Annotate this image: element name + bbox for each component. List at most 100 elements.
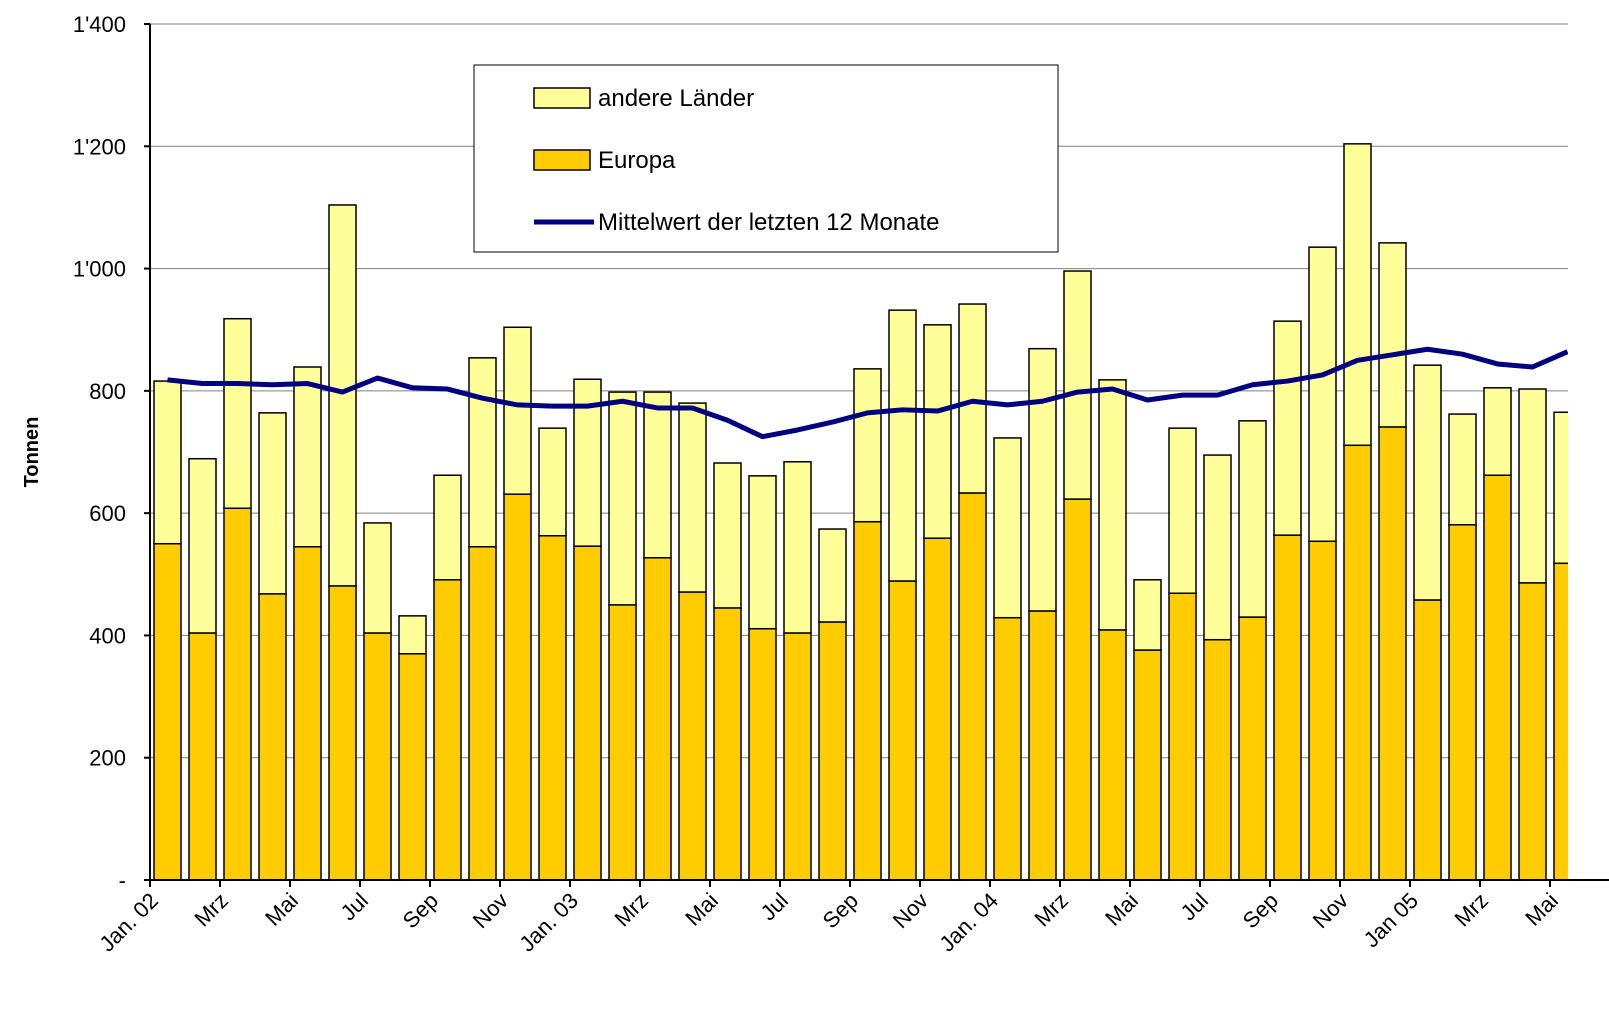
bar bbox=[853, 368, 882, 523]
bar bbox=[643, 391, 672, 559]
bar bbox=[1448, 413, 1477, 526]
bar bbox=[818, 621, 847, 881]
bar bbox=[1308, 246, 1337, 543]
bar bbox=[1483, 474, 1512, 881]
bar bbox=[363, 522, 392, 634]
bar bbox=[713, 462, 742, 609]
bar bbox=[818, 528, 847, 623]
bar bbox=[1133, 649, 1162, 881]
bar bbox=[153, 380, 182, 545]
x-tick-label: Jul bbox=[1175, 888, 1213, 926]
x-tick-label: Sep bbox=[1238, 888, 1283, 933]
bar bbox=[328, 204, 357, 587]
bar bbox=[1413, 599, 1442, 881]
bar bbox=[538, 535, 567, 881]
bar bbox=[1343, 143, 1372, 447]
bar bbox=[1448, 524, 1477, 881]
x-tick-label: Mai bbox=[680, 888, 723, 931]
bar bbox=[713, 607, 742, 881]
bar bbox=[433, 474, 462, 581]
x-tick-label: Mrz bbox=[609, 888, 653, 932]
bar bbox=[1063, 498, 1092, 881]
bar bbox=[923, 537, 952, 881]
bar bbox=[1308, 540, 1337, 881]
x-tick-label: Sep bbox=[818, 888, 863, 933]
bar bbox=[1553, 562, 1568, 881]
bar bbox=[1553, 411, 1568, 565]
bar bbox=[1273, 320, 1302, 536]
bar bbox=[1343, 444, 1372, 881]
bar bbox=[1238, 616, 1267, 881]
bar bbox=[363, 632, 392, 881]
x-tick-label: Mrz bbox=[1449, 888, 1493, 932]
bar bbox=[433, 579, 462, 881]
bar bbox=[398, 615, 427, 655]
x-tick-label: Sep bbox=[398, 888, 443, 933]
x-tick-label: Mrz bbox=[1029, 888, 1073, 932]
x-tick-label: Nov bbox=[468, 888, 513, 933]
legend-label: Mittelwert der letzten 12 Monate bbox=[598, 209, 940, 236]
bar bbox=[958, 492, 987, 881]
bar bbox=[293, 546, 322, 881]
bar bbox=[783, 461, 812, 634]
bar bbox=[608, 391, 637, 606]
bar bbox=[1133, 579, 1162, 651]
x-tick-label: Nov bbox=[888, 888, 933, 933]
bar bbox=[1063, 270, 1092, 500]
bar bbox=[1238, 420, 1267, 618]
bar bbox=[993, 437, 1022, 619]
y-tick-label: - bbox=[119, 868, 126, 893]
bar bbox=[1203, 638, 1232, 881]
bar bbox=[888, 309, 917, 582]
legend-label: Europa bbox=[598, 147, 676, 174]
bar bbox=[1518, 388, 1547, 584]
bar bbox=[678, 402, 707, 593]
bar bbox=[1378, 242, 1407, 428]
bar bbox=[1168, 592, 1197, 881]
bar bbox=[678, 591, 707, 881]
y-tick-label: 200 bbox=[89, 746, 126, 771]
bar bbox=[573, 545, 602, 881]
bar bbox=[748, 627, 777, 881]
x-tick-label: Mai bbox=[1520, 888, 1563, 931]
bar bbox=[1378, 426, 1407, 881]
bar bbox=[1098, 629, 1127, 881]
bar bbox=[188, 457, 217, 634]
bar bbox=[1028, 610, 1057, 881]
bar bbox=[1098, 379, 1127, 631]
y-tick-label: 800 bbox=[89, 379, 126, 404]
bar bbox=[258, 593, 287, 881]
bar bbox=[608, 604, 637, 881]
bar bbox=[328, 585, 357, 881]
x-tick-label: Jan. 04 bbox=[934, 888, 1003, 957]
x-tick-label: Mrz bbox=[189, 888, 233, 932]
bar bbox=[923, 324, 952, 539]
bar bbox=[783, 632, 812, 881]
bar bbox=[503, 493, 532, 881]
bar bbox=[993, 616, 1022, 881]
bar bbox=[1028, 347, 1057, 612]
y-tick-label: 600 bbox=[89, 501, 126, 526]
bar bbox=[958, 303, 987, 494]
legend-swatch bbox=[533, 87, 591, 109]
x-tick-label: Jan 05 bbox=[1359, 888, 1423, 952]
x-tick-label: Jul bbox=[335, 888, 373, 926]
mean-line bbox=[167, 346, 1568, 440]
bar bbox=[643, 557, 672, 881]
bar bbox=[503, 326, 532, 495]
x-tick-label: Nov bbox=[1308, 888, 1353, 933]
bar bbox=[1518, 582, 1547, 881]
bar bbox=[293, 366, 322, 548]
bar bbox=[748, 475, 777, 630]
legend-swatch bbox=[533, 149, 591, 171]
legend-label: andere Länder bbox=[598, 85, 754, 112]
y-tick-label: 1'000 bbox=[73, 257, 126, 282]
x-tick-label: Mai bbox=[1100, 888, 1143, 931]
bar bbox=[888, 580, 917, 881]
bar bbox=[1203, 454, 1232, 641]
bar bbox=[258, 412, 287, 595]
bar bbox=[223, 507, 252, 881]
bar bbox=[538, 427, 567, 537]
